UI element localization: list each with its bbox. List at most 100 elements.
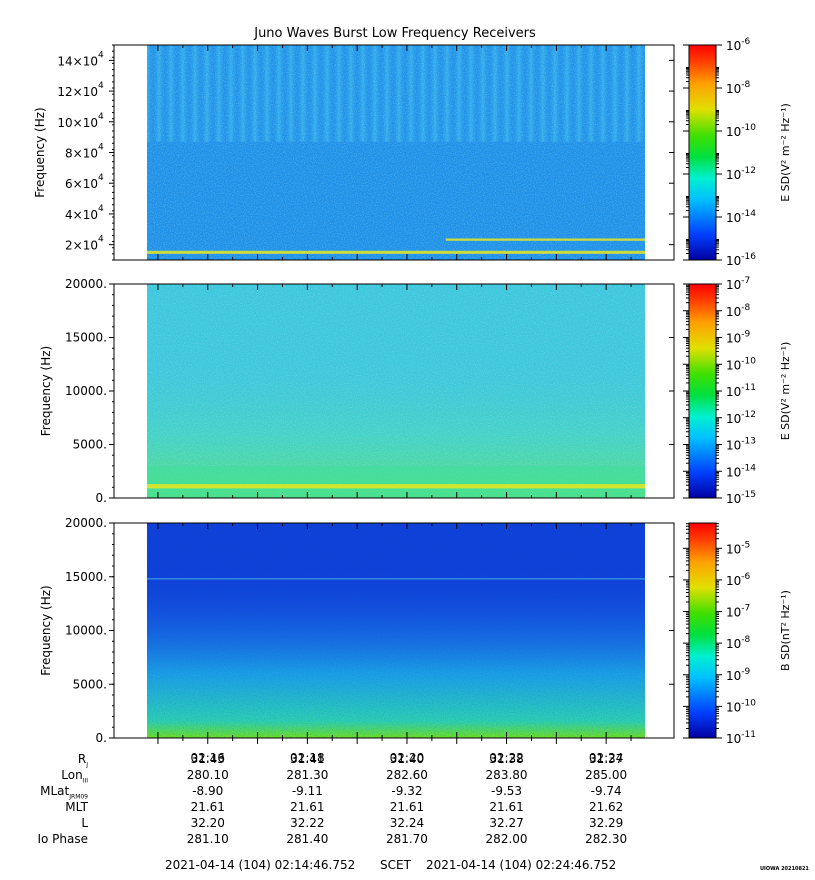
y-tick-exponent: 4: [98, 112, 104, 122]
y-tick-exponent: 4: [98, 143, 104, 153]
x-tick-label: 02:24: [589, 751, 624, 765]
ephemeris-value: 31.37: [588, 752, 624, 766]
ephemeris-value: 31.40: [389, 752, 425, 766]
colorbar-tick-label: 10-7: [726, 604, 750, 620]
emission-band-1-2: [445, 238, 645, 241]
colorbar-scale: [688, 283, 717, 499]
colorbar-tick-label: 10-9: [726, 667, 751, 683]
footer-end-time: 2021-04-14 (104) 02:24:46.752: [426, 858, 617, 872]
ephemeris-value: 32.22: [290, 816, 325, 830]
ephemeris-value: 32.29: [588, 816, 624, 830]
spectrogram-panel-3: 0. 5000. 10000. 15000. 20000. Frequency (Hz) 1…: [39, 516, 792, 746]
y-tick-label: 10×10: [57, 116, 98, 130]
y-tick-label: 12×10: [57, 85, 98, 99]
colorbar-scale: [688, 522, 717, 739]
ephemeris-value: 281.70: [385, 832, 428, 846]
footer-scet: SCET: [380, 858, 411, 872]
colorbar-tick-label: 10-12: [726, 410, 756, 426]
y-axis-label: Frequency (Hz): [39, 346, 53, 437]
colorbar-tick-label: 10-8: [726, 80, 751, 96]
y-tick-exponent: 4: [98, 235, 104, 245]
ephemeris-label: L: [81, 816, 88, 830]
ephemeris-label: MLT: [65, 800, 88, 814]
x-tick-label: 02:16: [190, 751, 225, 765]
colorbar-tick-label: 10-11: [726, 383, 756, 399]
emission-band-1-1: [147, 250, 645, 254]
y-tick-label: 20000.: [65, 277, 107, 291]
colorbar-3: 10-11 10-10 10-9 10-8 10-7 10-6 10-5 B SD(nT² H…: [683, 522, 792, 746]
ephemeris-value: 31.38: [489, 752, 524, 766]
ephemeris-label: RJ: [77, 752, 88, 769]
colorbar-tick-label: 10-7: [726, 276, 750, 292]
colorbar-label: E SD(V² m⁻² Hz⁻¹): [779, 103, 792, 202]
ephemeris-value: 21.61: [290, 800, 325, 814]
y-tick-label: 20000.: [65, 516, 107, 530]
y-axis-label: Frequency (Hz): [33, 107, 47, 198]
ephemeris-value: 282.00: [485, 832, 528, 846]
colorbar-tick-label: 10-6: [726, 572, 751, 588]
ephemeris-value: -9.32: [391, 784, 423, 798]
ephemeris-value: 21.62: [588, 800, 624, 814]
panels: 2×10 44×10 46×10 48×10 410×10 412×10 414×10 4Fr…: [33, 37, 792, 746]
y-tick-exponent: 4: [98, 81, 104, 91]
y-tick-label: 5000.: [73, 677, 107, 691]
colorbar-tick-label: 10-10: [726, 698, 756, 714]
ephemeris-label: LonIII: [61, 768, 88, 785]
x-tick-label: 02:20: [390, 751, 425, 765]
colorbar-tick-label: 10-15: [726, 490, 756, 506]
y-tick-exponent: 4: [98, 173, 104, 183]
x-tick-label: 02:22: [489, 751, 524, 765]
ephemeris-value: 281.10: [186, 832, 229, 846]
ephemeris-value: 32.27: [489, 816, 524, 830]
ephemeris-value: -9.11: [291, 784, 323, 798]
ephemeris-value: 32.24: [389, 816, 425, 830]
ephemeris-value: 281.30: [286, 768, 329, 782]
spectrogram-panel-2: 0. 5000. 10000. 15000. 20000. Frequency (Hz) 1…: [39, 276, 792, 506]
y-tick-label: 2×10: [65, 239, 98, 253]
colorbar-tick-label: 10-10: [726, 123, 756, 139]
colorbar-tick-label: 10-14: [726, 209, 756, 225]
colorbar-2: 10-15 10-14 10-13 10-12 10-11 10-10 10-9 10-8 10…: [683, 276, 792, 506]
y-tick-label: 15000.: [65, 331, 107, 345]
ephemeris-value: 281.40: [286, 832, 329, 846]
emission-band-2-2: [147, 484, 645, 489]
ephemeris-value: 21.61: [489, 800, 524, 814]
ephemeris-label: MLatJRM09: [40, 784, 88, 801]
y-tick-label: 15000.: [65, 570, 107, 584]
colorbar-tick-label: 10-13: [726, 437, 756, 453]
y-tick-label: 0.: [96, 491, 107, 505]
ephemeris-label: Io Phase: [37, 832, 88, 846]
x-tick-label: 02:18: [290, 751, 325, 765]
colorbar-tick-label: 10-11: [726, 730, 756, 746]
spectrogram-panel-1: 2×10 44×10 46×10 48×10 410×10 412×10 414×10 4Fr…: [33, 37, 792, 268]
y-tick-label: 14×10: [57, 54, 98, 68]
ephemeris-value: 21.61: [389, 800, 425, 814]
ephemeris-value: 32.20: [190, 816, 225, 830]
colorbar-tick-label: 10-5: [726, 540, 750, 556]
ephemeris-value: 283.80: [485, 768, 528, 782]
figure-title: Juno Waves Burst Low Frequency Receivers: [253, 26, 536, 41]
y-tick-exponent: 4: [98, 204, 104, 214]
colorbar-tick-label: 10-16: [726, 252, 756, 268]
ephemeris-value: -9.53: [491, 784, 523, 798]
colorbar-scale: [688, 44, 717, 261]
colorbar-tick-label: 10-14: [726, 463, 756, 479]
colorbar-tick-label: 10-12: [726, 166, 756, 182]
y-tick-exponent: 4: [98, 50, 104, 60]
y-tick-label: 5000.: [73, 438, 107, 452]
ephemeris-value: 31.43: [190, 752, 225, 766]
y-tick-label: 0.: [96, 731, 107, 745]
y-axis-label: Frequency (Hz): [39, 585, 53, 676]
y-tick-label: 10000.: [65, 624, 107, 638]
colorbar-tick-label: 10-8: [726, 635, 751, 651]
ephemeris-value: 282.30: [585, 832, 628, 846]
footer-start-time: 2021-04-14 (104) 02:14:46.752: [165, 858, 356, 872]
colorbar-1: 10-16 10-14 10-12 10-10 10-8 10-6 E SD(V² m⁻² …: [683, 37, 792, 268]
colorbar-tick-label: 10-10: [726, 356, 756, 372]
y-tick-label: 4×10: [65, 208, 98, 222]
ephemeris-value: 280.10: [186, 768, 229, 782]
ephemeris-value: 31.41: [290, 752, 325, 766]
emission-band-2-1: [147, 465, 645, 498]
time-axis: 02:16 02:18 02:20 02:22 02:24: [190, 751, 623, 765]
